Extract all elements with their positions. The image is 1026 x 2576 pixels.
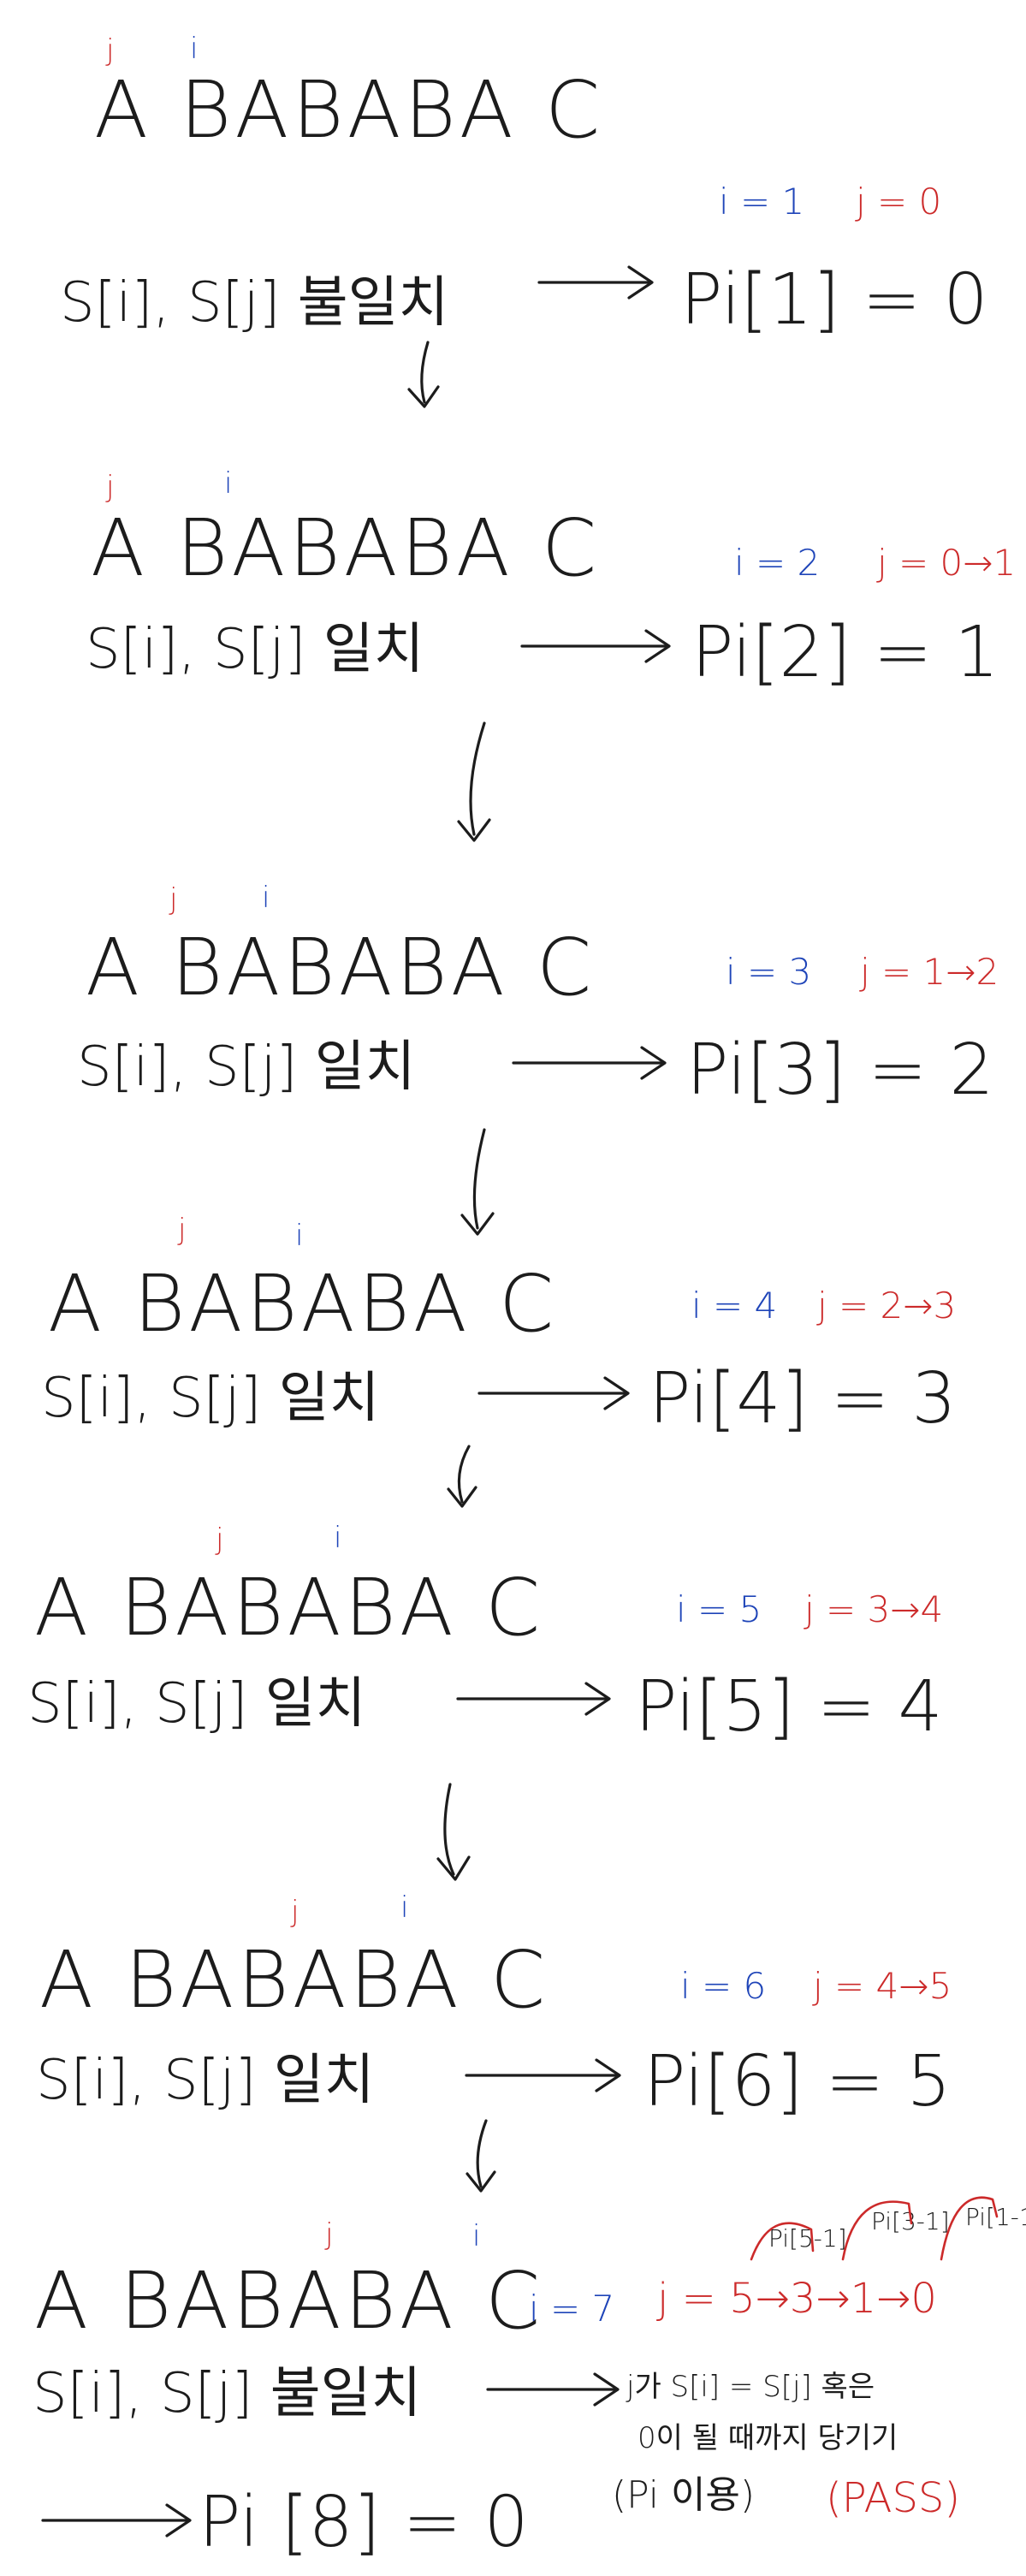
var-j: j = 1→2 (859, 951, 999, 993)
string-sequence: A BABABA C (34, 2255, 543, 2347)
down-arrow (476, 2119, 488, 2188)
result-text: Pi[6] = 5 (643, 2041, 952, 2122)
pointer-i-label: i (224, 466, 232, 501)
pointer-i-label: i (400, 1890, 408, 1925)
down-arrow-head (447, 1486, 477, 1508)
var-i: i = 7 (529, 2288, 614, 2330)
jump-label-1: Pi[5-1] (768, 2224, 847, 2253)
step-1: j i A BABABA C i = 1 j = 0 S[i], S[j] 불일… (60, 32, 988, 408)
result-text-line2: 0이 될 때까지 당기기 (638, 2421, 898, 2455)
var-j: j = 5→3→1→0 (656, 2275, 937, 2323)
down-arrow (420, 341, 430, 404)
down-arrow-head (436, 1855, 471, 1881)
var-i: i = 5 (676, 1588, 762, 1630)
pointer-j-label: j (290, 1895, 299, 1929)
step-7: j i A BABABA C i = 7 Pi[5-1] Pi[3-1] Pi[… (33, 2196, 1026, 2563)
arrow-head (584, 1682, 611, 1716)
jump-arrow-2 (841, 2200, 913, 2261)
down-arrow (469, 721, 486, 836)
jump-arrow-1 (750, 2222, 815, 2261)
condition-text: S[i], S[j] 일치 (86, 618, 424, 681)
down-arrow (457, 1445, 471, 1504)
pointer-i-label: i (190, 32, 198, 66)
pointer-j-label: j (105, 33, 114, 68)
pointer-j-label: j (215, 1522, 223, 1557)
var-i: i = 1 (719, 181, 804, 223)
var-i: i = 2 (734, 542, 820, 584)
arrow-head (640, 1046, 667, 1080)
pointer-j-label: j (169, 882, 177, 917)
pass-label: (PASS) (826, 2474, 960, 2522)
result-text: Pi[1] = 0 (680, 259, 988, 341)
string-sequence: A BABABA C (91, 502, 600, 594)
condition-text: S[i], S[j] 일치 (36, 2049, 374, 2112)
down-arrow-head (466, 2170, 496, 2193)
condition-text: S[i], S[j] 불일치 (60, 271, 448, 335)
arrow-head (627, 265, 654, 300)
condition-text: S[i], S[j] 불일치 (33, 2362, 421, 2425)
var-j: j = 0→1 (876, 542, 1016, 584)
string-sequence: A BABABA C (48, 1258, 557, 1350)
pointer-i-label: i (472, 2219, 480, 2253)
var-i: i = 6 (680, 1965, 766, 2007)
arrow-head (593, 2372, 620, 2407)
step-4: j i A BABABA C i = 4 j = 2→3 S[i], S[j] … (41, 1213, 957, 1508)
string-sequence: A BABABA C (39, 1934, 549, 2026)
step-2: j i A BABABA C i = 2 j = 0→1 S[i], S[j] … (86, 466, 1016, 842)
pointer-i-label: i (334, 1521, 341, 1555)
step-3: j i A BABABA C i = 3 j = 1→2 S[i], S[j] … (77, 881, 999, 1236)
arrow-head (595, 2058, 621, 2092)
final-arrow-head (165, 2503, 192, 2537)
result-text-line3: (Pi 이용) (612, 2473, 755, 2517)
pointer-j-label: j (324, 2217, 333, 2252)
down-arrow-head (460, 1212, 495, 1236)
string-sequence: A BABABA C (86, 922, 595, 1013)
string-sequence: A BABABA C (34, 1562, 543, 1653)
pointer-j-label: j (105, 470, 114, 504)
pointer-i-label: i (295, 1219, 303, 1253)
down-arrow-head (457, 818, 491, 842)
pointer-j-label: j (177, 1213, 186, 1247)
result-text: Pi[3] = 2 (686, 1030, 994, 1111)
var-j: j = 2→3 (816, 1285, 956, 1327)
pointer-i-label: i (262, 881, 270, 915)
var-j: j = 4→5 (812, 1965, 952, 2007)
down-arrow (472, 1128, 486, 1230)
condition-text: S[i], S[j] 일치 (27, 1672, 365, 1736)
result-text: Pi[5] = 4 (635, 1666, 943, 1748)
final-result: Pi [8] = 0 (199, 2482, 529, 2563)
arrow-head (644, 629, 671, 663)
down-arrow (443, 1783, 455, 1876)
condition-text: S[i], S[j] 일치 (77, 1036, 415, 1099)
var-j: j = 3→4 (804, 1588, 943, 1630)
string-sequence: A BABABA C (94, 64, 603, 156)
var-i: i = 4 (691, 1285, 777, 1327)
result-text: Pi[4] = 3 (649, 1358, 957, 1439)
result-text: Pi[2] = 1 (691, 612, 999, 693)
arrow-head (603, 1376, 630, 1410)
jump-arrow-3 (940, 2196, 999, 2261)
down-arrow-head (407, 385, 440, 408)
step-5: j i A BABABA C i = 5 j = 3→4 S[i], S[j] … (27, 1521, 943, 1881)
step-6: j i A BABABA C i = 6 j = 4→5 S[i], S[j] … (36, 1890, 952, 2193)
result-text-line1: j가 S[i] = S[j] 혹은 (626, 2370, 875, 2404)
condition-text: S[i], S[j] 일치 (41, 1367, 379, 1430)
var-j: j = 0 (855, 181, 941, 223)
var-i: i = 3 (726, 951, 811, 993)
